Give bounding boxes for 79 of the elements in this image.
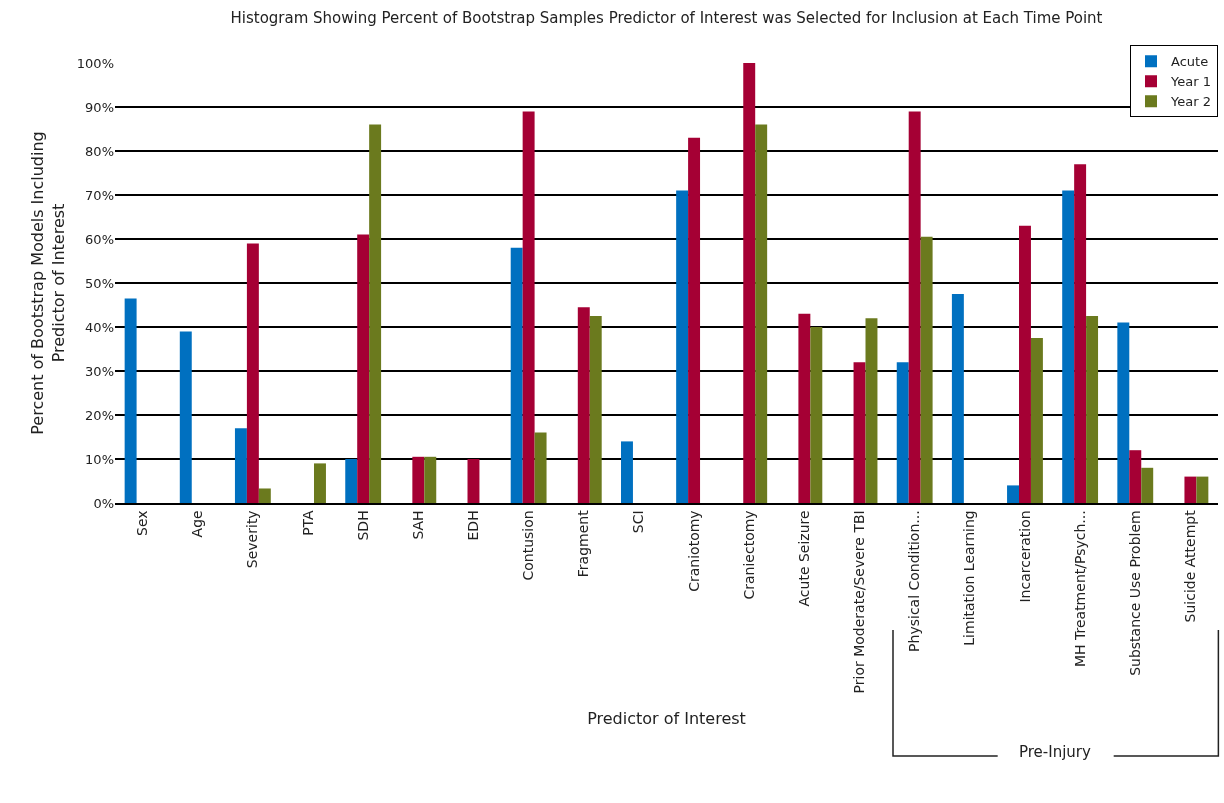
bar	[755, 124, 768, 503]
bar	[234, 428, 247, 503]
bar	[951, 294, 964, 503]
legend-label: Year 1	[1170, 74, 1211, 90]
bar	[369, 124, 382, 503]
bar	[676, 190, 689, 503]
bar	[179, 331, 192, 503]
bar	[853, 362, 866, 503]
y-tick-label: 10%	[85, 451, 114, 467]
bar	[1019, 225, 1031, 503]
y-tick-label: 40%	[85, 319, 114, 335]
y-tick-label: 60%	[85, 231, 114, 247]
bar	[743, 63, 756, 503]
bar	[1030, 338, 1043, 503]
bar	[246, 243, 259, 503]
y-tick-label: 50%	[85, 275, 114, 291]
x-tick-label: MH Treatment/Psych...	[1071, 510, 1088, 668]
bar	[1184, 476, 1197, 503]
x-tick-label: Prior Moderate/Severe TBI	[851, 510, 868, 694]
y-tick-label: 100%	[76, 55, 114, 71]
x-tick-label: Severity	[244, 510, 261, 569]
x-axis-title: Predictor of Interest	[587, 708, 746, 728]
bar	[534, 432, 547, 503]
bar	[1074, 164, 1087, 503]
bar	[688, 137, 701, 503]
bar	[577, 307, 590, 503]
bar	[345, 459, 358, 503]
x-tick-label: Incarceration	[1016, 510, 1033, 603]
bar	[1062, 190, 1075, 503]
bar	[908, 111, 921, 503]
x-tick-label: Substance Use Problem	[1126, 510, 1143, 676]
x-tick-label: SDH	[354, 510, 371, 541]
legend-label: Acute	[1171, 54, 1209, 70]
bar	[589, 316, 602, 503]
bar	[621, 441, 633, 503]
text: Pre-Injury	[1019, 743, 1092, 761]
bar	[412, 456, 425, 503]
y-tick-label: 30%	[85, 363, 114, 379]
bar	[258, 488, 271, 503]
x-tick-label: Suicide Attempt	[1181, 509, 1198, 623]
y-tick-label: 20%	[85, 407, 114, 423]
y-tick-label: 0%	[93, 495, 114, 511]
bar	[522, 111, 535, 503]
y-tick-label: 80%	[85, 143, 114, 159]
x-tick-label: SCI	[630, 510, 647, 534]
bar	[357, 234, 370, 503]
bar	[314, 463, 326, 503]
x-tick-label: Sex	[134, 510, 151, 536]
x-tick-label: Age	[189, 510, 206, 538]
y-tick-label: 70%	[85, 187, 114, 203]
bar	[1129, 450, 1142, 503]
x-tick-label: SAH	[409, 510, 426, 540]
x-tick-label: Acute Seizure	[795, 510, 812, 607]
x-tick-label: Craniectomy	[740, 510, 757, 600]
bar	[510, 247, 523, 503]
x-tick-label: Physical Condition...	[906, 510, 923, 652]
bar	[896, 362, 909, 503]
bar	[920, 236, 933, 503]
bar	[1196, 476, 1209, 503]
y-tick-label: 90%	[85, 99, 114, 115]
bar	[467, 459, 480, 503]
chart-title: Histogram Showing Percent of Bootstrap Samples Predictor of Interest was Selected for Inclusion at Each Time Point	[230, 8, 1103, 27]
y-axis-title: Percent of Bootstrap Models Including Predictor of Interest	[27, 131, 68, 435]
x-tick-label: PTA	[299, 509, 316, 536]
bar	[865, 318, 878, 503]
x-tick-label: Limitation Learning	[961, 510, 978, 646]
x-tick-label: Craniotomy	[685, 510, 702, 592]
legend-label: Year 2	[1170, 94, 1211, 110]
bar	[1141, 467, 1154, 503]
bar	[1007, 485, 1019, 503]
bar	[798, 313, 811, 503]
bar	[124, 298, 137, 503]
bar	[1086, 316, 1099, 503]
x-tick-label: Fragment	[575, 509, 592, 578]
bar	[424, 456, 437, 503]
x-tick-label: EDH	[465, 510, 482, 541]
x-tick-label: Contusion	[520, 510, 537, 581]
bar	[810, 327, 823, 503]
bar	[1117, 322, 1130, 503]
